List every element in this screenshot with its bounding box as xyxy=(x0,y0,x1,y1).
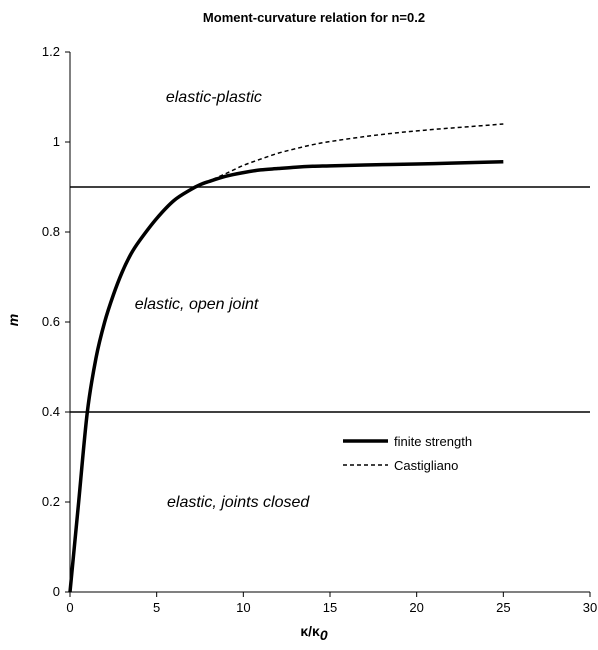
region-label: elastic-plastic xyxy=(166,89,262,106)
y-axis: 0 0.2 0.4 0.6 0.8 1 1.2 xyxy=(42,44,71,599)
series-lines xyxy=(68,123,504,593)
y-tick-label: 1 xyxy=(53,134,60,149)
y-tick-label: 1.2 xyxy=(42,44,60,59)
y-tick-label: 0.4 xyxy=(42,404,60,419)
chart-title: Moment-curvature relation for n=0.2 xyxy=(203,10,425,25)
x-tick-label: 0 xyxy=(66,600,73,615)
legend: finite strength Castigliano xyxy=(343,434,472,473)
x-tick-label: 25 xyxy=(496,600,510,615)
y-tick-label: 0.6 xyxy=(42,314,60,329)
x-tick-label: 15 xyxy=(323,600,337,615)
x-axis-label-main: κ/κ xyxy=(300,623,320,639)
region-label: elastic, open joint xyxy=(135,296,259,313)
x-axis: 0 5 10 15 20 25 30 xyxy=(66,591,597,615)
legend-label: finite strength xyxy=(394,434,472,449)
x-tick-label: 20 xyxy=(409,600,423,615)
region-label: elastic, joints closed xyxy=(167,494,310,511)
x-tick-label: 30 xyxy=(583,600,597,615)
y-tick-label: 0.8 xyxy=(42,224,60,239)
region-annotations: elastic-plastic elastic, open joint elasti… xyxy=(135,89,311,511)
y-tick-label: 0.2 xyxy=(42,494,60,509)
boundary-lines xyxy=(70,186,590,413)
x-tick-label: 10 xyxy=(236,600,250,615)
y-axis-label: m xyxy=(5,314,21,326)
series-line-castigliano xyxy=(199,123,504,186)
x-axis-label-subscript: 0 xyxy=(320,627,328,643)
legend-label: Castigliano xyxy=(394,458,458,473)
y-tick-label: 0 xyxy=(53,584,60,599)
series-line-finite-strength xyxy=(68,160,504,593)
x-axis-label: κ/κ0 xyxy=(300,623,328,643)
x-tick-label: 5 xyxy=(153,600,160,615)
